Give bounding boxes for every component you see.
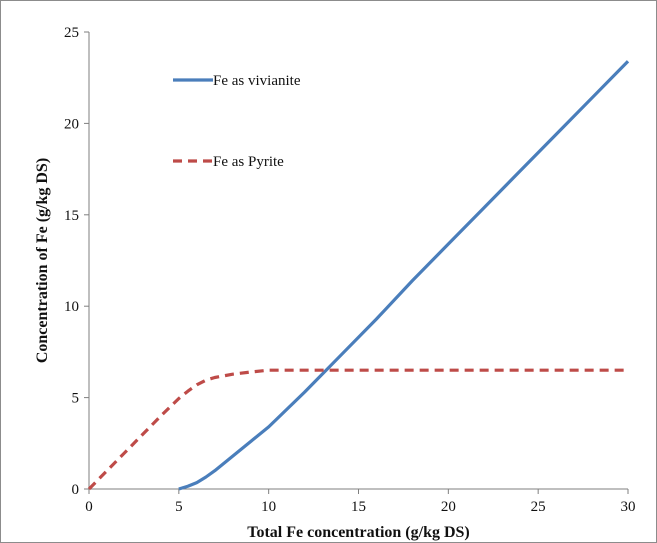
x-tick-label: 5 [175, 499, 183, 515]
series-line-vivianite [178, 60, 630, 491]
legend-label-vivianite: Fe as vivianite [213, 73, 301, 89]
y-tick-label: 5 [72, 391, 80, 407]
series-layer [87, 60, 630, 491]
x-tick-label: 20 [441, 499, 456, 515]
x-axis-title: Total Fe concentration (g/kg DS) [247, 524, 470, 541]
legend: Fe as vivianite Fe as Pyrite [173, 73, 301, 170]
x-tick-label: 0 [85, 499, 93, 515]
series-line-pyrite [87, 368, 628, 491]
axes: 0 5 10 15 20 25 0 5 10 15 20 25 30 [64, 25, 636, 515]
y-tick-label: 10 [64, 299, 79, 315]
x-tick-label: 10 [261, 499, 276, 515]
x-tick-label: 30 [621, 499, 636, 515]
y-tick-label: 15 [64, 208, 79, 224]
legend-label-pyrite: Fe as Pyrite [213, 154, 284, 170]
x-tick-label: 25 [531, 499, 546, 515]
y-axis-title: Concentration of Fe (g/kg DS) [34, 158, 51, 363]
y-tick-label: 25 [64, 25, 79, 41]
y-tick-label: 20 [64, 116, 79, 132]
y-tick-label: 0 [72, 482, 80, 498]
x-tick-label: 15 [351, 499, 366, 515]
